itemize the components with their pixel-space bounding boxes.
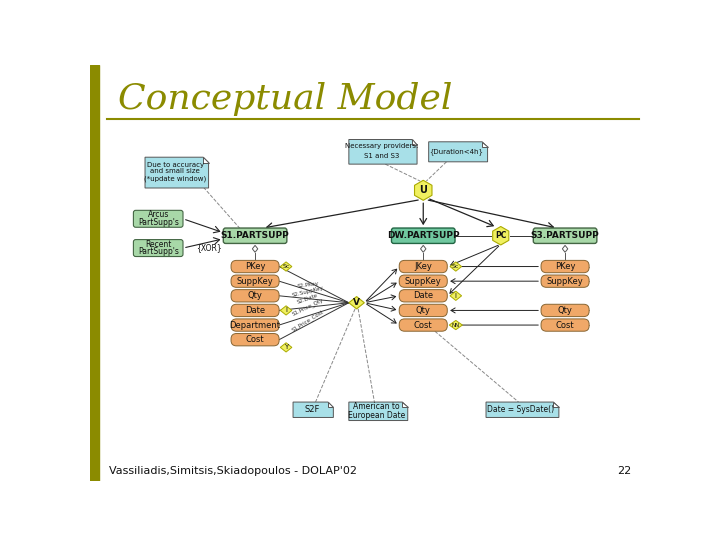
FancyBboxPatch shape <box>133 240 183 256</box>
FancyBboxPatch shape <box>541 260 589 273</box>
Polygon shape <box>420 245 426 252</box>
Text: PKey: PKey <box>245 262 266 271</box>
Text: JKey: JKey <box>414 262 432 271</box>
Text: Recent: Recent <box>145 240 171 249</box>
Polygon shape <box>554 402 559 408</box>
Text: I: I <box>455 293 456 299</box>
FancyBboxPatch shape <box>231 260 279 273</box>
Text: S2.Date: S2.Date <box>297 293 319 306</box>
FancyBboxPatch shape <box>541 319 589 331</box>
FancyBboxPatch shape <box>541 275 589 287</box>
FancyBboxPatch shape <box>392 228 455 244</box>
Text: Qty: Qty <box>248 291 263 300</box>
Polygon shape <box>492 226 509 245</box>
Polygon shape <box>280 343 292 352</box>
Polygon shape <box>482 142 487 147</box>
Text: Y: Y <box>284 345 288 350</box>
FancyBboxPatch shape <box>231 289 279 302</box>
FancyBboxPatch shape <box>399 289 447 302</box>
Text: Arcus: Arcus <box>148 211 169 219</box>
Text: S2F: S2F <box>305 405 320 414</box>
Text: S1.Price_Qty: S1.Price_Qty <box>291 296 325 316</box>
Text: 22: 22 <box>617 467 631 476</box>
Text: SuppKey: SuppKey <box>546 276 583 286</box>
Text: Date: Date <box>245 306 265 315</box>
Polygon shape <box>280 262 292 271</box>
Bar <box>90 65 99 481</box>
FancyBboxPatch shape <box>133 211 183 227</box>
FancyBboxPatch shape <box>231 304 279 316</box>
Polygon shape <box>349 139 417 164</box>
Text: European Date: European Date <box>348 410 405 420</box>
Polygon shape <box>562 245 568 252</box>
Text: Qty: Qty <box>557 306 572 315</box>
Polygon shape <box>349 402 408 421</box>
FancyBboxPatch shape <box>399 260 447 273</box>
Text: S1.Price_Cost: S1.Price_Cost <box>291 309 325 333</box>
Text: and small size: and small size <box>150 168 200 174</box>
Text: PartSupp's: PartSupp's <box>138 247 179 256</box>
Text: S1.PARTSUPP: S1.PARTSUPP <box>221 231 289 240</box>
Polygon shape <box>203 157 209 163</box>
Text: S2.SuppKey: S2.SuppKey <box>292 286 324 298</box>
FancyBboxPatch shape <box>231 275 279 287</box>
Polygon shape <box>412 139 417 145</box>
Polygon shape <box>449 320 462 330</box>
Text: Cost: Cost <box>246 335 264 344</box>
Polygon shape <box>145 157 209 188</box>
Text: NN: NN <box>451 322 460 328</box>
Text: Cost: Cost <box>414 321 433 329</box>
Text: S2.PKey: S2.PKey <box>297 281 319 289</box>
FancyBboxPatch shape <box>399 275 447 287</box>
Polygon shape <box>450 291 462 300</box>
Text: Due to accuracy: Due to accuracy <box>147 162 204 168</box>
Polygon shape <box>280 306 292 315</box>
Text: {XOR}: {XOR} <box>197 244 222 253</box>
Polygon shape <box>415 180 432 200</box>
Text: S3.PARTSUPP: S3.PARTSUPP <box>531 231 600 240</box>
Text: Department: Department <box>230 321 281 329</box>
Text: Sc: Sc <box>452 264 459 269</box>
Polygon shape <box>486 402 559 417</box>
FancyBboxPatch shape <box>231 319 279 331</box>
Polygon shape <box>328 402 333 408</box>
Text: American to: American to <box>354 402 400 411</box>
Text: I: I <box>285 307 287 313</box>
Text: S1 and S3: S1 and S3 <box>364 153 399 159</box>
Text: DW.PARTSUPP: DW.PARTSUPP <box>387 231 459 240</box>
Polygon shape <box>293 402 333 417</box>
FancyBboxPatch shape <box>541 304 589 316</box>
Polygon shape <box>450 262 462 271</box>
Text: Sc: Sc <box>282 264 289 269</box>
Polygon shape <box>428 142 487 162</box>
Text: PartSupp's: PartSupp's <box>138 218 179 227</box>
Text: (*update window): (*update window) <box>144 176 207 182</box>
Text: Necessary providers:: Necessary providers: <box>345 144 418 150</box>
Polygon shape <box>402 402 408 408</box>
FancyBboxPatch shape <box>399 304 447 316</box>
Text: SuppKey: SuppKey <box>237 276 274 286</box>
Text: Date = SysDate(): Date = SysDate() <box>487 405 554 414</box>
Text: PC: PC <box>495 231 506 240</box>
FancyBboxPatch shape <box>223 228 287 244</box>
Text: SuppKey: SuppKey <box>405 276 441 286</box>
Polygon shape <box>253 245 258 252</box>
FancyBboxPatch shape <box>399 319 447 331</box>
Text: Date: Date <box>413 291 433 300</box>
Polygon shape <box>349 296 364 309</box>
Text: Vassiliadis,Simitsis,Skiadopoulos - DOLAP'02: Vassiliadis,Simitsis,Skiadopoulos - DOLA… <box>109 467 356 476</box>
Text: PKey: PKey <box>555 262 575 271</box>
Text: Conceptual Model: Conceptual Model <box>118 83 452 117</box>
FancyBboxPatch shape <box>534 228 597 244</box>
Text: Cost: Cost <box>556 321 575 329</box>
FancyBboxPatch shape <box>231 334 279 346</box>
Text: V: V <box>353 298 360 307</box>
Text: U: U <box>419 185 427 195</box>
Text: Qty: Qty <box>416 306 431 315</box>
Text: {Duration<4h}: {Duration<4h} <box>430 148 484 155</box>
